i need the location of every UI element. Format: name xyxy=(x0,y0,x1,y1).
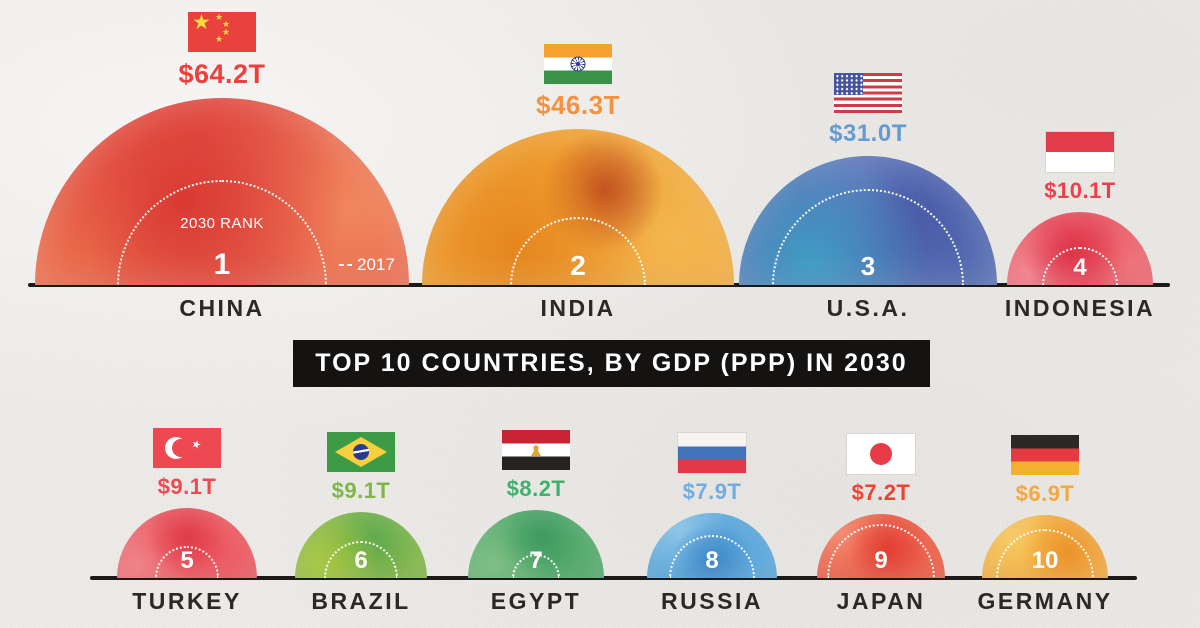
page-title: TOP 10 COUNTRIES, BY GDP (PPP) IN 2030 xyxy=(315,349,908,377)
country-name-label: INDIA xyxy=(540,295,616,321)
gdp-value-label: $7.9T xyxy=(682,479,742,504)
gdp-value-label: $10.1T xyxy=(1044,178,1116,203)
russia-flag-icon xyxy=(678,433,746,473)
small-star-icon: ★ xyxy=(222,19,231,29)
large-star-icon: ★ xyxy=(192,11,211,34)
china-flag-icon: ★ ★ ★ ★ ★ xyxy=(188,11,256,52)
rank-number: 5 xyxy=(180,547,194,574)
star-canton-icon xyxy=(834,73,863,95)
india-flag-icon xyxy=(544,44,612,84)
ashoka-chakra-icon xyxy=(570,56,586,72)
country-name-label: JAPAN xyxy=(836,588,926,614)
year-2017-text: 2017 xyxy=(357,255,395,274)
rank-number: 7 xyxy=(529,547,543,574)
rank-legend-label: 2030 RANK xyxy=(180,215,264,232)
year-2017-label: 2017 xyxy=(339,255,395,275)
gdp-value-label: $64.2T xyxy=(178,59,266,89)
small-star-icon: ★ xyxy=(222,27,231,37)
country-name-label: INDONESIA xyxy=(1004,295,1156,321)
country-name-label: RUSSIA xyxy=(661,588,763,614)
rank-number: 8 xyxy=(705,547,719,574)
country-name-label: U.S.A. xyxy=(826,295,910,321)
rank-number: 9 xyxy=(874,547,888,574)
gdp-value-label: $6.9T xyxy=(1015,481,1075,506)
turkey-flag-icon: ★ xyxy=(153,428,221,468)
brazil-flag-icon xyxy=(327,432,395,472)
country-name-label: CHINA xyxy=(179,295,265,321)
rank-number: 6 xyxy=(354,547,368,574)
gdp-value-label: $7.2T xyxy=(851,480,911,505)
country-name-label: EGYPT xyxy=(490,588,582,614)
rank-number: 3 xyxy=(860,251,876,281)
rank-number: 1 xyxy=(213,248,231,281)
gdp-value-label: $46.3T xyxy=(536,90,620,120)
indonesia-flag-icon xyxy=(1046,132,1114,172)
germany-flag-icon xyxy=(1011,435,1079,475)
bottom-baseline xyxy=(90,576,1137,580)
small-star-icon: ★ xyxy=(215,34,224,44)
globe-icon xyxy=(353,444,369,460)
gdp-value-label: $31.0T xyxy=(829,120,907,147)
small-star-icon: ★ xyxy=(215,12,224,22)
country-name-label: BRAZIL xyxy=(311,588,411,614)
top-baseline xyxy=(28,283,1170,287)
dashed-connector xyxy=(339,264,352,266)
title-banner: TOP 10 COUNTRIES, BY GDP (PPP) IN 2030 xyxy=(293,340,930,387)
rank-number: 10 xyxy=(1031,547,1059,574)
japan-flag-icon xyxy=(847,434,915,474)
gdp-value-label: $9.1T xyxy=(157,474,217,499)
eagle-emblem-icon xyxy=(531,445,541,456)
country-name-label: TURKEY xyxy=(132,588,242,614)
rank-number: 2 xyxy=(570,250,586,281)
country-name-label: GERMANY xyxy=(977,588,1113,614)
egypt-flag-icon xyxy=(502,430,570,470)
gdp-value-label: $8.2T xyxy=(506,476,566,501)
gdp-value-label: $9.1T xyxy=(331,478,391,503)
sun-disc-icon xyxy=(870,443,892,465)
usa-flag-icon xyxy=(834,73,902,113)
crescent-cut xyxy=(172,439,190,457)
rank-number: 4 xyxy=(1073,254,1087,281)
